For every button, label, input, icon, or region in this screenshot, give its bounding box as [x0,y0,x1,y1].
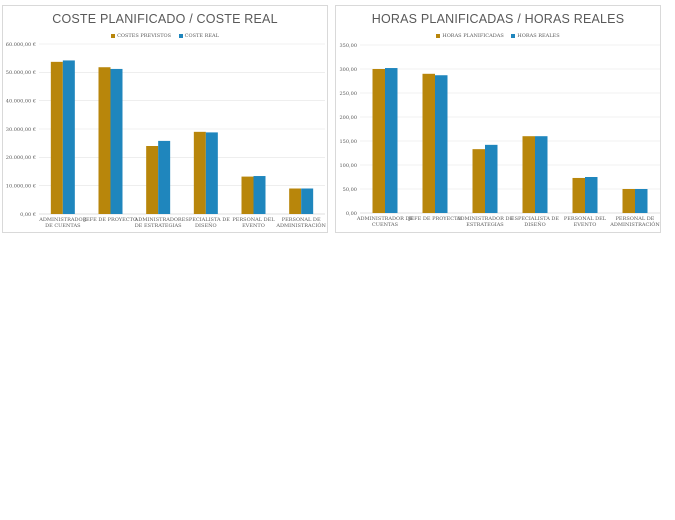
y-tick-label: 30.000,00 € [6,127,36,133]
x-tick-label: ESPECIALISTA DE [511,216,559,222]
bar [253,176,266,214]
bar [485,144,498,213]
x-tick-label: PERSONAL DEL [564,216,607,222]
chart-legend: HORAS PLANIFICADAS HORAS REALES [336,33,660,40]
bar [241,176,254,214]
x-tick-label: EVENTO [574,222,597,228]
chart-title: HORAS PLANIFICADAS / HORAS REALES [371,12,625,26]
bar [422,73,435,213]
bar [50,61,63,214]
hours-bar-chart: 0,00 50,00 100,00 150,00 200,00 250,00 300,00 3… [340,43,661,228]
legend-swatch [111,34,116,38]
x-tick-label: ADMINISTRADOR [38,217,86,223]
x-tick-label: ADMINISTRACIÓN [609,220,660,228]
cost-chart-panel: COSTE PLANIFICADO / COSTE REAL COSTES PR… [2,5,328,233]
y-tick-label: 50,00 [343,187,357,193]
chart-title: COSTE PLANIFICADO / COSTE REAL [52,12,278,26]
bar [535,136,548,213]
bar [572,177,585,213]
x-tick-label: DE ESTRATEGIAS [135,223,182,229]
bar [98,67,111,214]
chart-legend: COSTES PREVISTOS COSTE REAL [3,33,327,40]
x-tick-label: ADMINISTRACIÓN [275,221,326,229]
y-tick-label: 350,00 [340,43,358,49]
legend-item-planned-cost: COSTES PREVISTOS [111,33,171,39]
bar [301,188,314,214]
x-tick-label: DE CUENTAS [45,223,81,229]
cost-bar-chart: 0,00 € 10.000,00 € 20.000,00 € 30.000,00 € 4… [6,42,327,229]
y-tick-label: 0,00 € [20,212,36,218]
x-tick-label: ESPECIALISTA DE [182,217,230,223]
y-tick-label: 150,00 [340,139,358,145]
x-tick-label: PERSONAL DE [282,217,321,223]
x-tick-label: CUENTAS [372,222,399,228]
x-tick-label: EVENTO [242,223,265,229]
x-tick-label: JEFE DE PROYECTO [83,217,137,223]
bar [622,189,635,213]
bar [372,69,385,213]
legend-swatch [178,34,183,38]
bar [110,68,123,214]
legend-item-real-hours: HORAS REALES [511,33,560,39]
y-tick-label: 100,00 [340,163,358,169]
bar [289,188,302,214]
x-tick-label: ADMINISTRADOR DE [356,216,414,222]
x-tick-label: PERSONAL DE [616,216,655,222]
bar [62,60,75,214]
y-tick-label: 300,00 [340,67,358,73]
x-tick-label: JEFE DE PROYECTO [407,216,461,222]
hours-chart-panel: HORAS PLANIFICADAS / HORAS REALES HORAS … [335,5,661,233]
y-tick-label: 60.000,00 € [6,42,36,48]
legend-swatch [436,34,441,38]
bar [472,149,485,213]
x-tick-label: PERSONAL DEL [232,217,275,223]
bar [435,75,448,214]
legend-label: COSTES PREVISTOS [117,33,172,39]
bar [522,136,535,213]
bar [193,131,206,214]
bar [585,177,598,213]
y-tick-label: 20.000,00 € [6,155,36,161]
y-tick-label: 50.000,00 € [6,70,36,76]
y-tick-label: 250,00 [340,91,358,97]
legend-label: HORAS REALES [517,33,560,39]
x-tick-label: ADMINISTRADOR [134,217,182,223]
x-tick-label: DISEÑO [195,221,217,229]
bar [385,68,398,213]
bar [146,146,159,214]
legend-label: COSTE REAL [184,33,219,39]
bar [158,140,171,214]
y-tick-label: 10.000,00 € [6,183,36,189]
legend-item-planned-hours: HORAS PLANIFICADAS [436,33,504,39]
x-tick-label: ESTRATEGIAS [466,222,504,228]
x-tick-label: ADMINISTRADOR DE [456,216,514,222]
legend-item-real-cost: COSTE REAL [178,33,219,39]
y-tick-label: 40.000,00 € [6,98,36,104]
y-tick-label: 200,00 [340,115,358,121]
legend-label: HORAS PLANIFICADAS [442,33,504,39]
x-tick-label: DISEÑO [524,220,546,228]
bar [205,132,218,214]
bar [635,189,648,213]
y-tick-label: 0,00 [346,211,357,217]
legend-swatch [511,34,516,38]
